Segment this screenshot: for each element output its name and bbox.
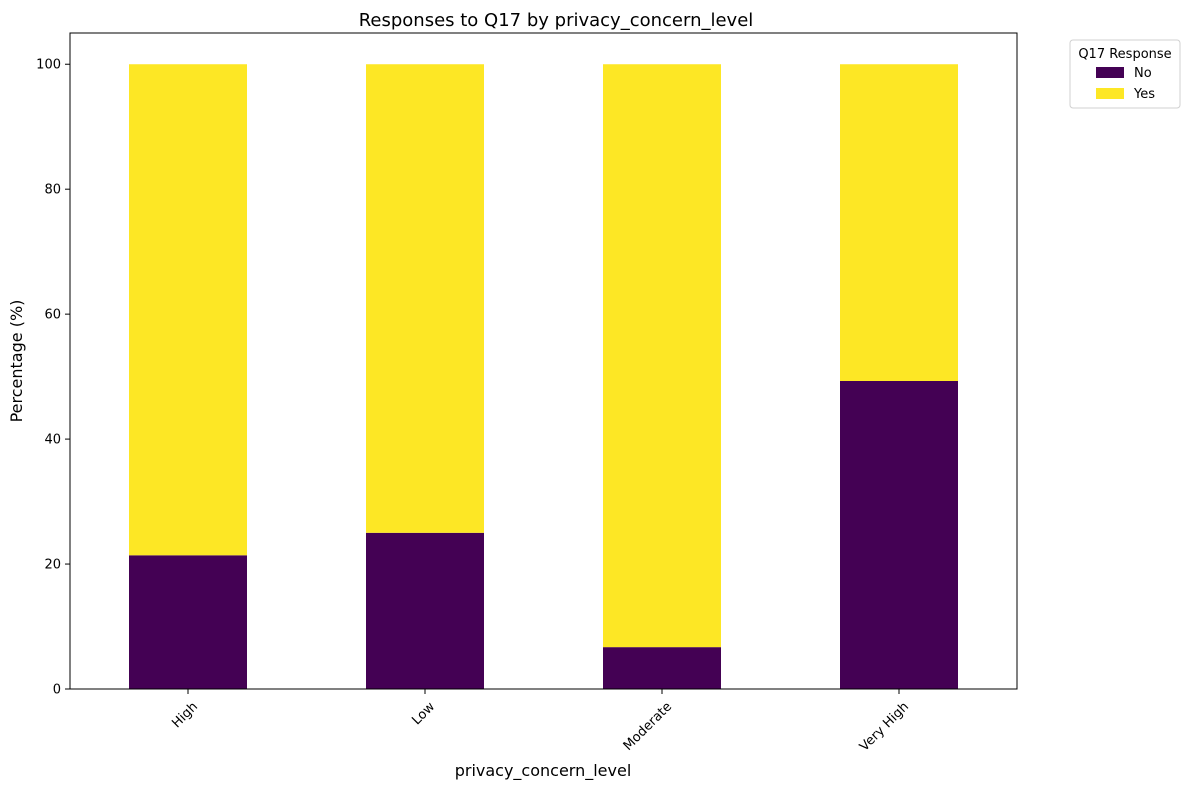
- legend-label-no: No: [1134, 66, 1152, 81]
- x-axis: High Low Moderate Very High: [169, 689, 912, 755]
- legend-label-yes: Yes: [1133, 87, 1155, 102]
- y-tick-label: 40: [44, 433, 61, 448]
- bar-yes-moderate: [603, 64, 721, 648]
- legend-swatch-yes: [1096, 88, 1124, 99]
- bar-no-very-high: [840, 380, 958, 689]
- x-tick-label: High: [169, 699, 201, 731]
- legend-swatch-no: [1096, 67, 1124, 78]
- legend-title: Q17 Response: [1078, 47, 1171, 62]
- y-tick-label: 20: [44, 558, 61, 573]
- y-tick-label: 0: [53, 683, 61, 698]
- chart-title: Responses to Q17 by privacy_concern_leve…: [359, 10, 754, 31]
- bar-yes-low: [366, 64, 484, 533]
- y-tick-label: 100: [36, 58, 61, 73]
- y-axis: 0 20 40 60 80 100: [36, 58, 70, 698]
- x-tick-label: Very High: [857, 699, 912, 754]
- legend: Q17 Response No Yes: [1069, 39, 1181, 109]
- y-tick-label: 80: [44, 183, 61, 198]
- plot-area: [129, 64, 958, 689]
- legend-items: No Yes: [1096, 66, 1155, 102]
- plot-frame: [69, 32, 1018, 690]
- bar-no-moderate: [603, 647, 721, 689]
- x-tick-label: Low: [409, 699, 438, 728]
- bar-no-low: [366, 532, 484, 689]
- y-axis-title: Percentage (%): [7, 300, 26, 423]
- x-tick-label: Moderate: [621, 699, 675, 753]
- bar-yes-high: [129, 64, 247, 556]
- x-axis-title: privacy_concern_level: [455, 761, 632, 781]
- bar-yes-very-high: [840, 64, 958, 381]
- bar-no-high: [129, 555, 247, 689]
- y-tick-label: 60: [44, 308, 61, 323]
